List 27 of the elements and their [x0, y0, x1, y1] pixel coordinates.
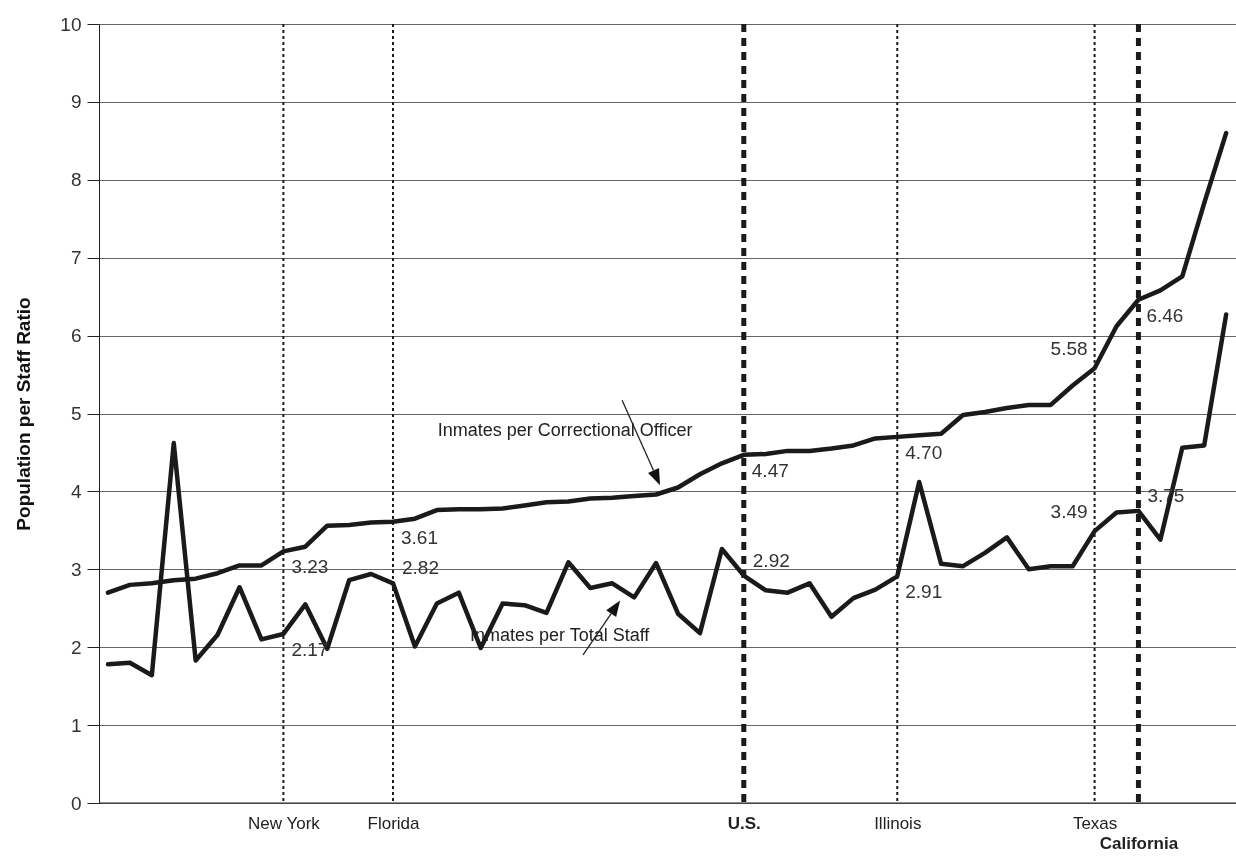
y-tick-label: 10: [60, 13, 82, 35]
data-label: 6.46: [1146, 304, 1184, 326]
y-tick-label: 8: [70, 169, 82, 191]
data-label: 2.91: [905, 581, 943, 603]
y-tick-label: 1: [70, 714, 82, 736]
x-tick-label: New York: [247, 813, 321, 833]
y-tick-label: 0: [70, 792, 82, 814]
series-label: Inmates per Correctional Officer: [437, 419, 693, 440]
y-axis-title: Population per Staff Ratio: [13, 297, 35, 531]
y-tick-label: 6: [70, 325, 82, 347]
y-tick-label: 3: [70, 558, 82, 580]
data-label: 4.47: [751, 459, 789, 481]
x-tick-label: California: [1099, 833, 1179, 853]
data-label: 3.61: [401, 526, 438, 548]
x-tick-label: Florida: [367, 813, 421, 833]
x-tick-label: Texas: [1072, 813, 1118, 833]
y-tick-label: 4: [70, 480, 82, 502]
data-label: 2.92: [752, 549, 790, 571]
x-tick-label: U.S.: [727, 813, 761, 833]
y-tick-label: 9: [70, 91, 82, 113]
data-label: 5.58: [1050, 338, 1088, 360]
y-tick-label: 7: [70, 247, 82, 269]
x-tick-label: Illinois: [874, 813, 922, 833]
data-label: 3.49: [1050, 501, 1088, 523]
y-tick-label: 5: [70, 403, 82, 424]
data-label: 4.70: [905, 441, 943, 463]
y-tick-label: 2: [70, 636, 82, 658]
